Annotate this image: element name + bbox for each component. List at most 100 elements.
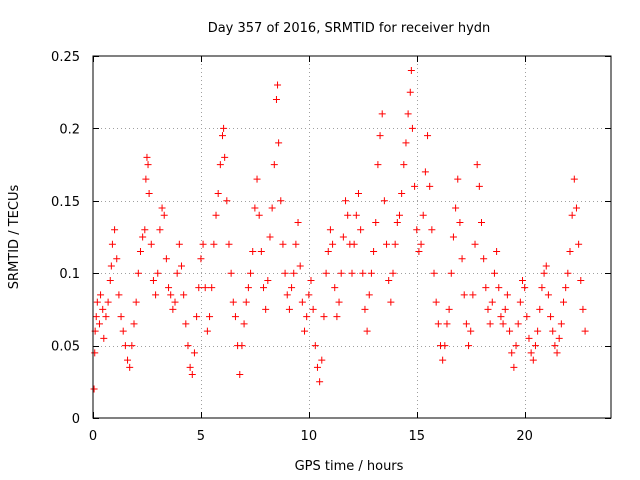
data-point: [452, 204, 460, 212]
x-tick-label: 20: [516, 429, 533, 444]
data-point: [169, 305, 177, 313]
data-point: [106, 276, 114, 284]
data-point: [490, 269, 498, 277]
data-point: [482, 284, 490, 292]
data-point: [527, 349, 535, 357]
data-point: [467, 327, 475, 335]
data-point: [333, 313, 341, 321]
data-point: [121, 342, 129, 350]
data-point: [99, 305, 107, 313]
data-point: [413, 226, 421, 234]
data-point: [501, 305, 509, 313]
data-point: [469, 291, 477, 299]
x-axis-label: GPS time / hours: [295, 459, 404, 474]
data-point: [208, 284, 216, 292]
data-point: [564, 269, 572, 277]
plot-frame: [92, 55, 612, 419]
data-point: [130, 320, 138, 328]
data-point: [512, 342, 520, 350]
data-point: [275, 139, 283, 147]
data-point: [478, 219, 485, 227]
data-point: [395, 211, 403, 219]
data-point: [143, 153, 151, 161]
data-point: [177, 262, 185, 270]
data-point: [190, 349, 198, 357]
data-point: [203, 327, 211, 335]
data-point: [326, 226, 334, 234]
data-point: [510, 363, 518, 371]
data-point: [128, 342, 136, 350]
data-point: [296, 262, 304, 270]
data-point: [555, 334, 563, 342]
data-point: [562, 284, 570, 292]
data-point: [160, 211, 168, 219]
data-point: [540, 269, 548, 277]
data-point: [357, 226, 365, 234]
data-point: [165, 284, 173, 292]
data-point: [344, 211, 352, 219]
x-tick-label: 10: [301, 429, 318, 444]
data-point: [506, 327, 514, 335]
data-point: [188, 371, 196, 379]
data-point: [162, 255, 170, 263]
data-point: [581, 327, 589, 335]
data-point: [92, 313, 100, 321]
data-point: [152, 291, 160, 299]
data-point: [136, 247, 144, 255]
data-point: [100, 334, 108, 342]
data-point: [378, 110, 386, 118]
data-point: [374, 161, 382, 169]
data-point: [298, 298, 306, 306]
data-point: [255, 211, 263, 219]
x-tick-label: 0: [89, 429, 97, 444]
data-point: [294, 219, 302, 227]
data-point: [370, 247, 378, 255]
data-point: [538, 284, 546, 292]
data-point: [426, 182, 434, 190]
data-point: [445, 305, 453, 313]
data-point: [227, 269, 235, 277]
data-point: [220, 124, 228, 132]
data-point: [104, 298, 112, 306]
data-point: [391, 240, 399, 248]
data-point: [465, 342, 473, 350]
data-point: [557, 320, 565, 328]
data-point: [568, 211, 576, 219]
data-point: [421, 168, 429, 176]
data-point: [249, 247, 257, 255]
data-point: [221, 153, 229, 161]
data-point: [156, 226, 164, 234]
data-point: [145, 190, 153, 198]
data-point: [180, 291, 188, 299]
data-point: [244, 284, 252, 292]
data-point: [432, 298, 440, 306]
data-point: [536, 305, 544, 313]
data-point: [115, 291, 123, 299]
data-point: [270, 161, 278, 169]
data-point: [499, 320, 507, 328]
data-point: [212, 211, 220, 219]
data-point: [266, 233, 274, 241]
data-point: [406, 88, 414, 96]
data-point: [182, 320, 190, 328]
data-point: [560, 298, 568, 306]
data-point: [462, 320, 470, 328]
data-point: [503, 291, 511, 299]
data-point: [229, 298, 237, 306]
data-point: [154, 269, 162, 277]
data-point: [402, 139, 410, 147]
data-point: [260, 284, 268, 292]
data-point: [363, 327, 371, 335]
data-point: [290, 269, 298, 277]
data-point: [415, 247, 423, 255]
data-point: [354, 190, 362, 198]
data-point: [175, 240, 183, 248]
data-point: [566, 247, 574, 255]
data-point: [311, 342, 319, 350]
data-point: [90, 385, 98, 393]
data-point: [407, 66, 415, 74]
data-point: [570, 175, 578, 183]
data-point: [292, 240, 300, 248]
tick-labels: 0 5 10 15 20 0 0.05 0.1 0.15 0.2 0.25: [51, 50, 533, 444]
data-point: [247, 269, 255, 277]
